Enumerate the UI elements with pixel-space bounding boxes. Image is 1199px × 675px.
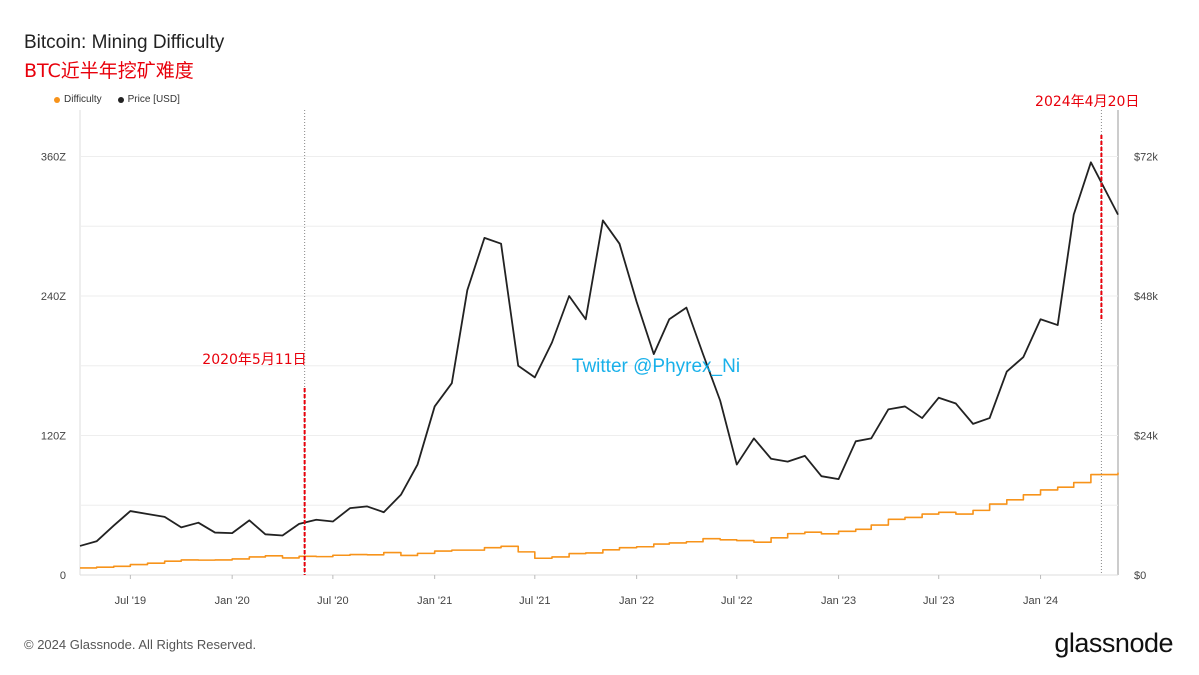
y-right-tick-label: $48k — [1134, 291, 1158, 303]
x-tick-label: Jul '22 — [721, 595, 752, 607]
legend-label-difficulty: Difficulty — [64, 94, 102, 105]
legend-label-price: Price [USD] — [127, 94, 180, 105]
y-right-tick-label: $72k — [1134, 152, 1158, 164]
legend: Difficulty Price [USD] — [54, 94, 180, 105]
annotation-label: 2020年5月11日 — [202, 352, 306, 368]
y-left-tick-label: 120Z — [41, 431, 66, 443]
legend-item-difficulty[interactable]: Difficulty — [54, 94, 102, 105]
legend-dot-difficulty — [54, 96, 60, 103]
annotation-label: 2024年4月20日 — [1035, 94, 1139, 110]
x-tick-label: Jan '23 — [821, 595, 856, 607]
chart-title: Bitcoin: Mining Difficulty — [24, 32, 225, 53]
x-tick-label: Jul '21 — [519, 595, 550, 607]
y-right-tick-label: $24k — [1134, 431, 1158, 443]
copyright-text: © 2024 Glassnode. All Rights Reserved. — [24, 637, 257, 652]
y-left-tick-label: 0 — [60, 570, 66, 582]
x-tick-label: Jul '23 — [923, 595, 954, 607]
y-left-tick-label: 240Z — [41, 291, 66, 303]
legend-item-price[interactable]: Price [USD] — [117, 94, 180, 105]
x-tick-label: Jan '22 — [619, 595, 654, 607]
x-tick-label: Jan '24 — [1023, 595, 1058, 607]
chart-subtitle: BTC近半年挖矿难度 — [24, 60, 194, 82]
legend-dot-price — [117, 96, 124, 103]
difficulty-series-line — [80, 472, 1119, 569]
price-series-line — [79, 161, 1119, 547]
y-right-tick-label: $0 — [1134, 570, 1146, 582]
glassnode-logo: glassnode — [1054, 628, 1173, 658]
x-tick-label: Jul '20 — [317, 595, 348, 607]
y-left-tick-label: 360Z — [41, 152, 66, 164]
x-tick-label: Jan '21 — [417, 595, 452, 607]
x-tick-label: Jan '20 — [215, 595, 250, 607]
x-tick-label: Jul '19 — [115, 595, 146, 607]
twitter-watermark: Twitter @Phyrex_Ni — [572, 356, 740, 377]
